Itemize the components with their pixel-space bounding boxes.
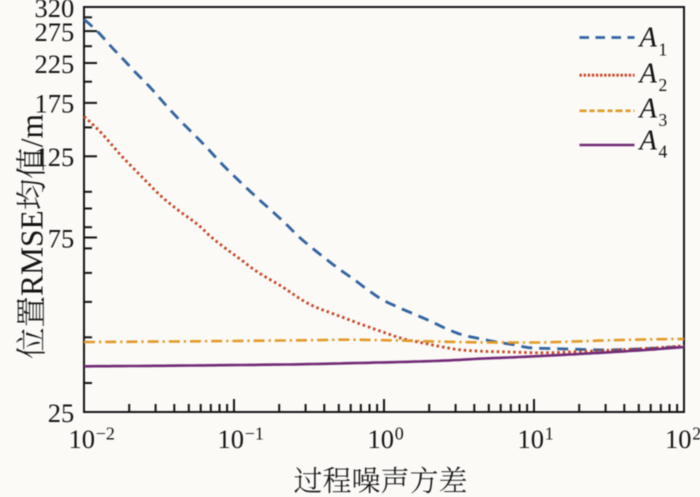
svg-text:125: 125	[35, 142, 75, 172]
svg-text:0: 0	[395, 424, 404, 444]
svg-text:175: 175	[35, 89, 75, 119]
svg-text:225: 225	[35, 49, 75, 79]
svg-text:10: 10	[368, 424, 395, 454]
svg-text:A: A	[638, 126, 658, 157]
svg-text:3: 3	[659, 110, 668, 130]
svg-text:10: 10	[665, 424, 692, 454]
svg-text:320: 320	[35, 0, 75, 23]
svg-text:/m: /m	[15, 113, 50, 147]
svg-text:75: 75	[48, 223, 75, 253]
svg-text:A: A	[638, 59, 658, 90]
svg-text:4: 4	[659, 142, 668, 162]
svg-text:A: A	[638, 94, 658, 125]
svg-text:−1: −1	[245, 424, 264, 444]
svg-text:2: 2	[692, 424, 700, 444]
svg-text:1: 1	[659, 40, 668, 60]
svg-text:275: 275	[35, 17, 75, 47]
svg-text:25: 25	[48, 398, 75, 428]
svg-text:10: 10	[69, 424, 96, 454]
svg-text:10: 10	[218, 424, 245, 454]
svg-text:RMSE: RMSE	[15, 210, 50, 296]
svg-text:−2: −2	[96, 424, 115, 444]
svg-text:10: 10	[518, 424, 545, 454]
svg-text:A: A	[638, 23, 658, 54]
svg-text:2: 2	[659, 75, 668, 95]
svg-text:1: 1	[545, 424, 554, 444]
